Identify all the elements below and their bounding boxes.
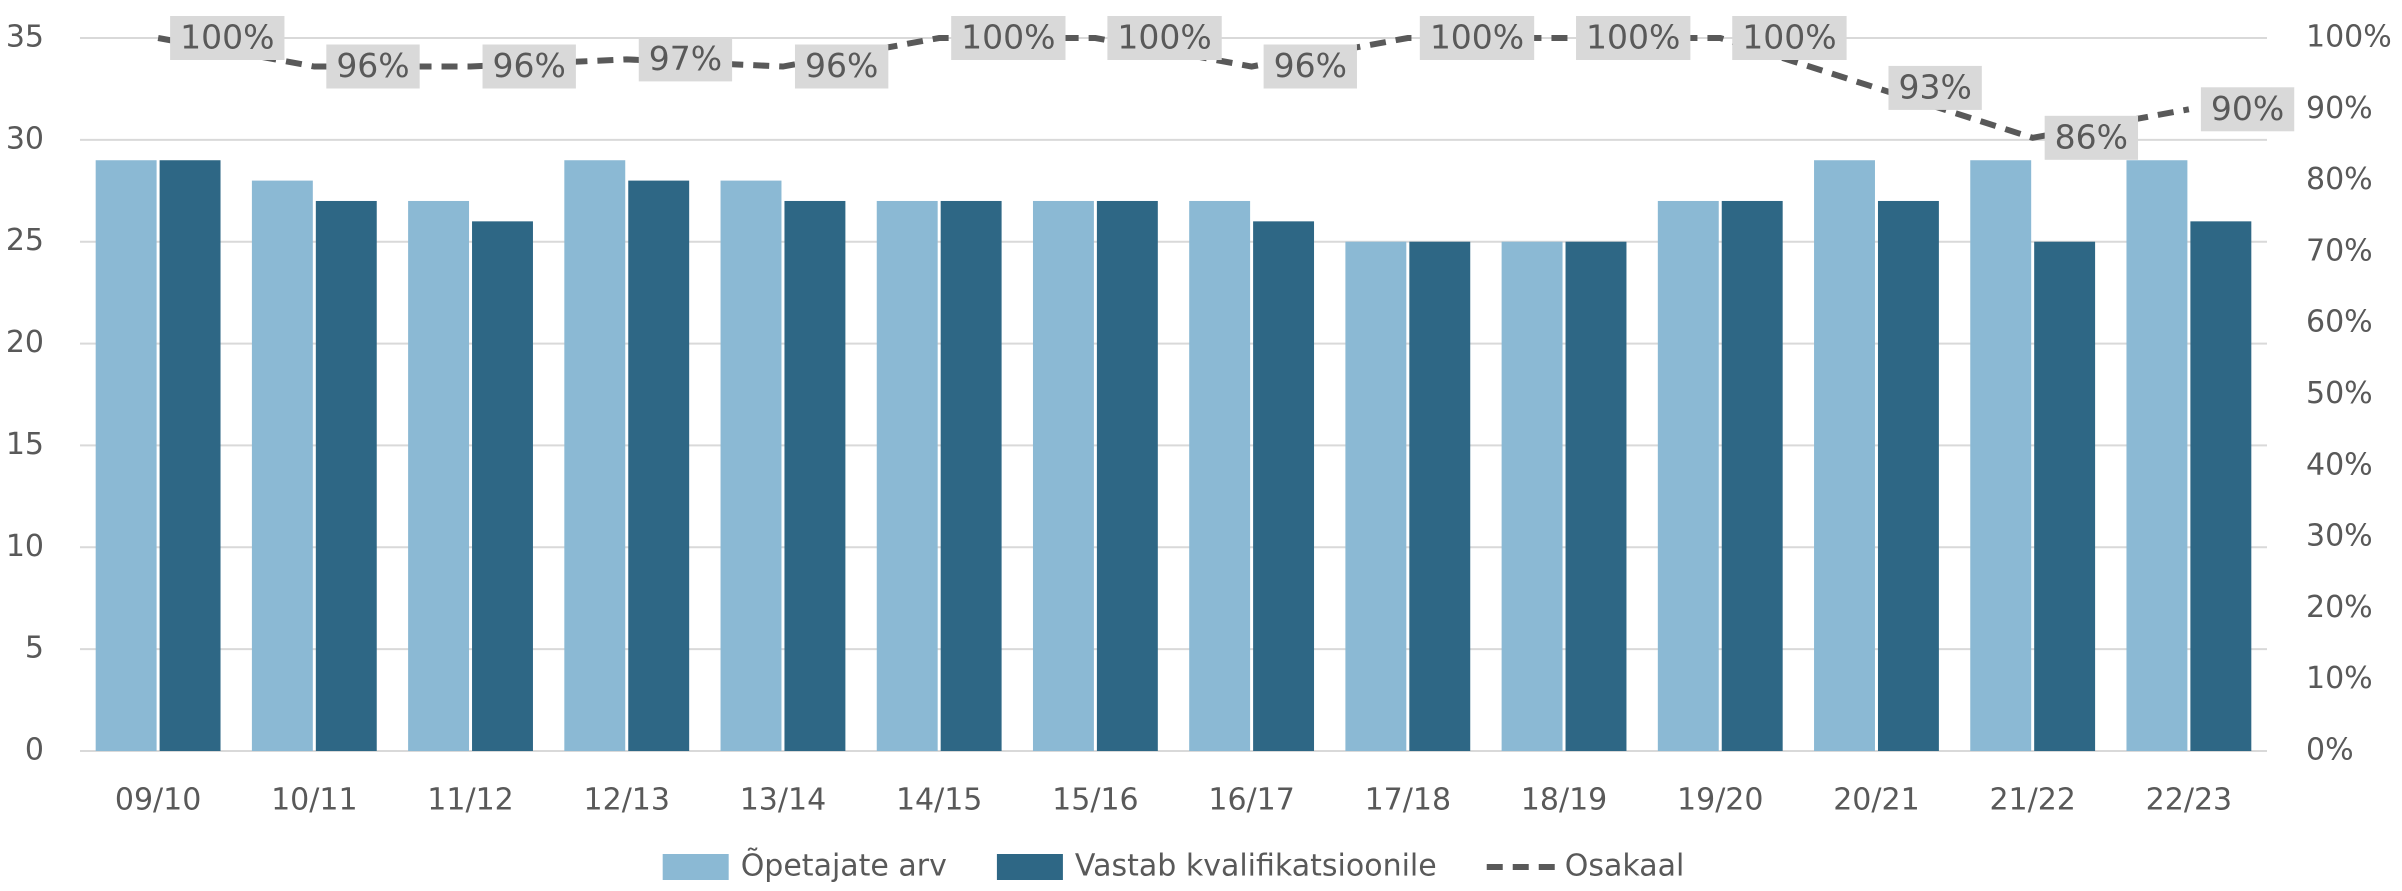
bar — [940, 200, 1002, 751]
x-tick-label: 17/18 — [1365, 783, 1451, 818]
data-label: 93% — [1898, 67, 1971, 106]
bar — [1565, 241, 1627, 751]
bar — [159, 160, 221, 751]
bar — [408, 200, 470, 751]
x-tick-label: 21/22 — [1989, 783, 2075, 818]
x-tick-label: 15/16 — [1052, 783, 1138, 818]
data-label-box — [951, 16, 1066, 60]
bar — [315, 200, 377, 751]
y-tick-label: 35 — [6, 20, 44, 55]
bar — [876, 200, 938, 751]
y2-tick-label: 0% — [2306, 733, 2354, 768]
data-label-box — [482, 44, 576, 89]
data-label: 100% — [1430, 18, 1524, 57]
bar — [2190, 221, 2252, 752]
data-label-box — [2044, 115, 2139, 160]
y2-tick-label: 100% — [2306, 20, 2392, 55]
y-tick-label: 30 — [6, 121, 44, 156]
y-tick-label: 10 — [6, 529, 44, 564]
y2-tick-label: 60% — [2306, 305, 2373, 340]
legend-label: Õpetajate arv — [741, 847, 947, 884]
bar — [1970, 160, 2032, 751]
bar — [95, 160, 157, 751]
x-tick-label: 11/12 — [427, 783, 513, 818]
data-label: 100% — [1117, 18, 1211, 57]
data-label: 97% — [649, 39, 722, 78]
bar — [472, 221, 533, 752]
bar — [1345, 241, 1407, 751]
bar — [564, 160, 626, 751]
bar — [628, 180, 690, 752]
bar — [1657, 200, 1719, 751]
data-label: 100% — [1586, 18, 1680, 57]
data-label: 96% — [805, 46, 878, 85]
data-label-box — [794, 44, 889, 89]
y2-tick-label: 70% — [2306, 233, 2373, 268]
data-label-box — [170, 16, 285, 60]
data-label-box — [638, 37, 733, 82]
x-tick-label: 10/11 — [271, 783, 357, 818]
y2-tick-label: 20% — [2306, 590, 2373, 625]
data-label-box — [2200, 87, 2295, 132]
x-tick-label: 14/15 — [896, 783, 982, 818]
data-label: 96% — [336, 46, 409, 85]
bar — [2126, 160, 2188, 751]
data-label: 86% — [2055, 117, 2128, 156]
legend-swatch — [996, 854, 1063, 880]
bar — [1189, 200, 1251, 751]
x-tick-label: 20/21 — [1833, 783, 1919, 818]
data-label-box — [1107, 16, 1222, 60]
bar — [1814, 160, 1875, 751]
x-tick-label: 13/14 — [740, 783, 826, 818]
data-label-box — [1888, 65, 1982, 110]
data-label: 100% — [1742, 18, 1836, 57]
bar — [1721, 200, 1783, 751]
x-tick-label: 16/17 — [1208, 783, 1294, 818]
y-tick-label: 0 — [25, 733, 44, 768]
data-label-box — [326, 44, 420, 89]
data-label-box — [1419, 16, 1535, 60]
x-tick-label: 19/20 — [1677, 783, 1763, 818]
y-tick-label: 25 — [6, 223, 44, 258]
bar — [1877, 200, 1939, 751]
bar — [1032, 200, 1094, 751]
bar — [1096, 200, 1158, 751]
x-tick-label: 09/10 — [115, 783, 201, 818]
bar — [1253, 221, 1315, 752]
data-label-box — [1263, 44, 1357, 89]
y-tick-label: 20 — [6, 325, 44, 360]
bar — [2034, 241, 2096, 751]
data-label: 100% — [961, 18, 1055, 57]
y2-tick-label: 90% — [2306, 91, 2373, 126]
y2-tick-label: 40% — [2306, 447, 2373, 482]
bar — [1501, 241, 1563, 751]
bar — [251, 180, 313, 752]
data-label: 90% — [2211, 89, 2284, 128]
data-label-box — [1732, 16, 1847, 60]
legend-label: Vastab kvalifikatsioonile — [1075, 849, 1437, 884]
bar — [1409, 241, 1471, 751]
data-label: 96% — [493, 46, 566, 85]
data-label-box — [1576, 16, 1691, 60]
bar — [720, 180, 782, 752]
x-tick-label: 22/23 — [2146, 783, 2232, 818]
y2-tick-label: 50% — [2306, 376, 2373, 411]
y-tick-label: 15 — [6, 427, 44, 462]
legend-swatch — [662, 854, 729, 880]
bar — [784, 200, 846, 751]
data-label: 96% — [1274, 46, 1347, 85]
x-tick-label: 12/13 — [584, 783, 670, 818]
x-tick-label: 18/19 — [1521, 783, 1607, 818]
legend-label: Osakaal — [1565, 849, 1685, 884]
y2-tick-label: 80% — [2306, 162, 2373, 197]
y2-tick-label: 10% — [2306, 661, 2373, 696]
y-tick-label: 5 — [25, 631, 44, 666]
y2-tick-label: 30% — [2306, 519, 2373, 554]
data-label: 100% — [180, 18, 274, 57]
